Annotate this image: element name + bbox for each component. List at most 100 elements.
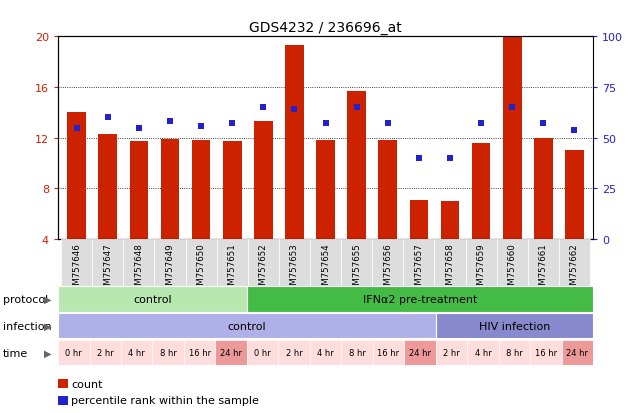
Point bbox=[321, 121, 331, 128]
Bar bbox=[310, 340, 341, 366]
Text: GSM757657: GSM757657 bbox=[415, 243, 423, 296]
Text: infection: infection bbox=[3, 321, 52, 331]
Bar bbox=[348, 92, 366, 240]
Text: 2 hr: 2 hr bbox=[443, 348, 460, 357]
Bar bbox=[310, 240, 341, 312]
Bar bbox=[279, 240, 310, 312]
Text: GSM757653: GSM757653 bbox=[290, 243, 299, 296]
Bar bbox=[503, 37, 522, 240]
Point bbox=[569, 127, 579, 133]
Bar bbox=[155, 240, 186, 312]
Bar bbox=[341, 340, 373, 366]
Text: 8 hr: 8 hr bbox=[160, 348, 177, 357]
Text: count: count bbox=[71, 379, 103, 389]
Bar bbox=[528, 240, 559, 312]
Bar bbox=[403, 240, 435, 312]
Text: 2 hr: 2 hr bbox=[286, 348, 302, 357]
Text: 0 hr: 0 hr bbox=[66, 348, 82, 357]
Bar bbox=[467, 340, 498, 366]
Text: 2 hr: 2 hr bbox=[97, 348, 114, 357]
Bar bbox=[534, 138, 553, 240]
Text: 24 hr: 24 hr bbox=[220, 348, 242, 357]
Text: control: control bbox=[228, 321, 266, 331]
Text: GSM757649: GSM757649 bbox=[165, 243, 175, 296]
Point bbox=[196, 123, 206, 130]
Text: GSM757656: GSM757656 bbox=[383, 243, 392, 296]
Text: 8 hr: 8 hr bbox=[349, 348, 365, 357]
Text: GSM757659: GSM757659 bbox=[476, 243, 486, 296]
Bar bbox=[565, 151, 584, 240]
Bar bbox=[223, 142, 242, 240]
Bar bbox=[404, 340, 436, 366]
Bar bbox=[498, 340, 530, 366]
Bar bbox=[58, 379, 68, 388]
Bar bbox=[129, 142, 148, 240]
Text: GSM757660: GSM757660 bbox=[508, 243, 517, 296]
Bar bbox=[278, 340, 310, 366]
Bar bbox=[379, 141, 397, 240]
Bar bbox=[161, 140, 179, 240]
Text: ▶: ▶ bbox=[44, 348, 52, 358]
Point bbox=[134, 125, 144, 131]
Bar bbox=[247, 286, 593, 312]
Text: control: control bbox=[133, 294, 172, 304]
Point bbox=[258, 105, 268, 112]
Text: percentile rank within the sample: percentile rank within the sample bbox=[71, 396, 259, 406]
Bar bbox=[440, 202, 459, 240]
Bar bbox=[247, 340, 278, 366]
Bar bbox=[410, 200, 428, 240]
Text: GSM757648: GSM757648 bbox=[134, 243, 143, 296]
Point bbox=[165, 119, 175, 126]
Bar bbox=[248, 240, 279, 312]
Text: ▶: ▶ bbox=[44, 294, 52, 304]
Text: HIV infection: HIV infection bbox=[479, 321, 550, 331]
Text: 16 hr: 16 hr bbox=[189, 348, 211, 357]
Bar bbox=[436, 313, 593, 339]
Bar bbox=[466, 240, 497, 312]
Bar bbox=[192, 141, 211, 240]
Bar bbox=[58, 396, 68, 405]
Point bbox=[507, 105, 517, 112]
Bar bbox=[341, 240, 372, 312]
Text: 16 hr: 16 hr bbox=[377, 348, 399, 357]
Point bbox=[414, 155, 424, 162]
Text: GSM757652: GSM757652 bbox=[259, 243, 268, 296]
Point bbox=[103, 115, 113, 121]
Text: 4 hr: 4 hr bbox=[128, 348, 145, 357]
Text: ▶: ▶ bbox=[44, 321, 52, 331]
Bar bbox=[559, 240, 590, 312]
Bar bbox=[61, 240, 92, 312]
Bar bbox=[373, 340, 404, 366]
Point bbox=[383, 121, 393, 128]
Text: GSM757654: GSM757654 bbox=[321, 243, 330, 296]
Text: 16 hr: 16 hr bbox=[535, 348, 557, 357]
Text: GSM757650: GSM757650 bbox=[197, 243, 206, 296]
Text: 4 hr: 4 hr bbox=[317, 348, 334, 357]
Text: GSM757658: GSM757658 bbox=[445, 243, 454, 296]
Text: GSM757647: GSM757647 bbox=[103, 243, 112, 296]
Text: GSM757661: GSM757661 bbox=[539, 243, 548, 296]
Bar bbox=[435, 240, 466, 312]
Text: GSM757655: GSM757655 bbox=[352, 243, 361, 296]
Bar bbox=[186, 240, 216, 312]
Point bbox=[445, 155, 455, 162]
Point bbox=[72, 125, 82, 131]
Text: GSM757662: GSM757662 bbox=[570, 243, 579, 296]
Text: 0 hr: 0 hr bbox=[254, 348, 271, 357]
Text: 24 hr: 24 hr bbox=[567, 348, 588, 357]
Bar bbox=[58, 340, 90, 366]
Bar bbox=[92, 240, 124, 312]
Text: 4 hr: 4 hr bbox=[475, 348, 492, 357]
Bar bbox=[215, 340, 247, 366]
Bar bbox=[216, 240, 248, 312]
Text: IFNα2 pre-treatment: IFNα2 pre-treatment bbox=[363, 294, 477, 304]
Bar bbox=[124, 240, 155, 312]
Bar bbox=[530, 340, 562, 366]
Bar bbox=[436, 340, 467, 366]
Text: time: time bbox=[3, 348, 28, 358]
Bar bbox=[58, 313, 436, 339]
Point bbox=[351, 105, 362, 112]
Bar bbox=[98, 135, 117, 240]
Text: 24 hr: 24 hr bbox=[409, 348, 431, 357]
Point bbox=[476, 121, 487, 128]
